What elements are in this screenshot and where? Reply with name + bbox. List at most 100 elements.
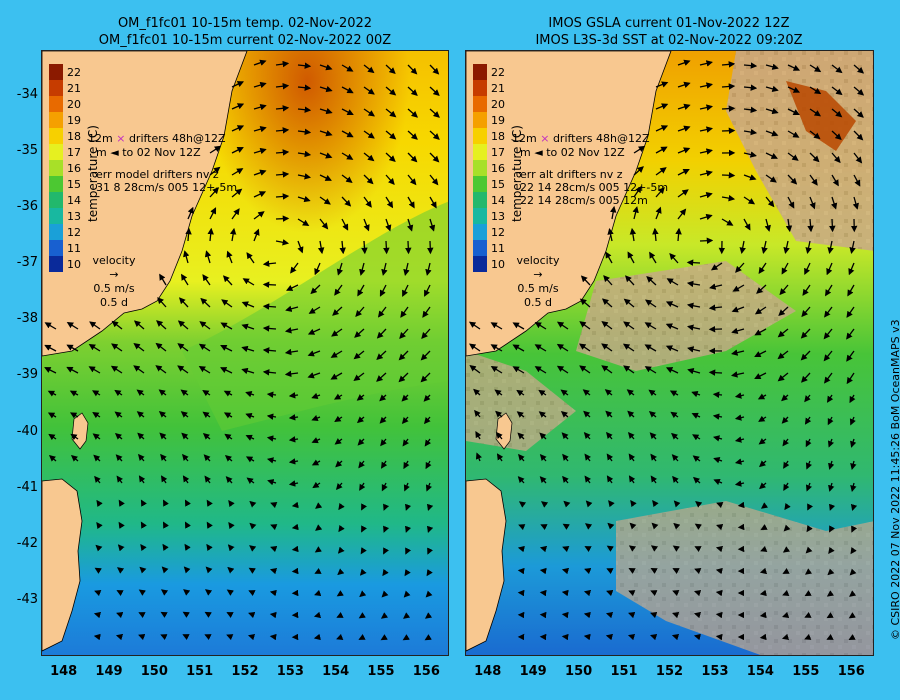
current-vector xyxy=(580,275,591,286)
current-vector xyxy=(199,321,211,330)
current-vector xyxy=(650,475,658,484)
current-vector xyxy=(686,324,701,331)
current-vector xyxy=(341,108,354,116)
right-velocity-speed: 0.5 m/s xyxy=(517,282,559,295)
current-vector xyxy=(730,371,745,378)
current-vector xyxy=(710,262,723,271)
current-vector xyxy=(699,213,713,221)
current-vector xyxy=(853,174,861,187)
current-vector xyxy=(220,367,233,374)
current-vector xyxy=(227,566,235,574)
current-vector xyxy=(829,503,836,511)
current-vector xyxy=(314,262,321,276)
current-vector xyxy=(606,453,614,462)
current-vector xyxy=(671,432,679,440)
current-vector xyxy=(782,438,789,447)
current-vector xyxy=(850,547,857,555)
left-colorbar-tick: 11 xyxy=(67,242,81,255)
current-vector xyxy=(421,328,431,339)
current-vector xyxy=(47,390,57,397)
current-vector xyxy=(69,390,79,397)
current-vector xyxy=(538,389,547,397)
current-vector xyxy=(672,590,680,597)
current-vector xyxy=(850,503,858,512)
left-colorbar-swatch xyxy=(49,256,63,272)
left-colorbar-swatch xyxy=(49,144,63,160)
right-colorbar-swatch xyxy=(473,192,487,208)
current-vector xyxy=(737,501,745,509)
current-vector xyxy=(829,525,835,533)
current-vector xyxy=(652,500,659,508)
current-vector xyxy=(655,81,669,88)
current-vector xyxy=(358,634,366,640)
current-vector xyxy=(313,611,322,619)
current-vector xyxy=(398,372,409,383)
current-vector xyxy=(781,262,789,275)
current-vector xyxy=(495,410,503,418)
current-vector xyxy=(579,343,591,352)
current-vector xyxy=(359,590,367,598)
current-vector xyxy=(539,476,547,484)
right-colorbar-tick: 22 xyxy=(491,66,505,79)
current-vector xyxy=(585,500,593,508)
left-colorbar-tick: 16 xyxy=(67,162,81,175)
current-vector xyxy=(693,611,702,619)
current-vector xyxy=(787,108,800,115)
current-vector xyxy=(849,568,857,576)
current-vector xyxy=(630,499,637,508)
current-vector xyxy=(562,453,569,462)
current-vector xyxy=(673,522,681,530)
current-vector xyxy=(269,567,278,575)
current-vector xyxy=(429,196,437,209)
left-velocity-duration: 0.5 d xyxy=(100,296,128,309)
current-vector xyxy=(315,502,323,509)
current-vector xyxy=(275,171,290,178)
current-vector xyxy=(224,433,233,441)
current-vector xyxy=(311,459,321,466)
current-vector xyxy=(94,590,102,597)
current-vector xyxy=(809,174,818,186)
current-vector xyxy=(223,412,233,419)
current-vector xyxy=(628,590,636,597)
current-vector xyxy=(490,322,503,330)
current-vector xyxy=(44,322,57,330)
current-vector xyxy=(809,86,822,95)
right-title-line1: IMOS GSLA current 01-Nov-2022 12Z xyxy=(548,16,790,31)
current-vector xyxy=(163,499,169,507)
current-vector xyxy=(407,196,415,209)
current-vector xyxy=(205,566,213,574)
current-vector xyxy=(359,568,367,576)
current-vector xyxy=(180,389,189,396)
current-vector xyxy=(721,83,736,90)
current-vector xyxy=(178,297,189,308)
current-vector xyxy=(353,372,365,382)
current-vector xyxy=(206,543,213,552)
current-vector xyxy=(359,482,366,491)
current-vector xyxy=(407,64,418,75)
current-vector xyxy=(159,432,167,440)
current-vector xyxy=(116,475,123,484)
current-vector xyxy=(253,228,260,242)
current-vector xyxy=(687,368,701,375)
current-vector xyxy=(562,523,570,530)
current-vector xyxy=(139,566,147,574)
current-vector xyxy=(428,218,436,232)
current-vector xyxy=(779,284,789,296)
current-vector xyxy=(380,612,389,619)
current-vector xyxy=(96,521,103,530)
current-vector xyxy=(249,500,257,508)
current-vector xyxy=(140,521,147,529)
current-vector xyxy=(828,546,835,554)
left-colorbar-tick: 22 xyxy=(67,66,81,79)
current-vector xyxy=(823,328,833,340)
current-vector xyxy=(403,482,410,492)
current-vector xyxy=(253,125,267,133)
current-vector xyxy=(184,521,191,529)
current-vector xyxy=(227,544,235,552)
current-vector xyxy=(385,64,396,75)
current-vector xyxy=(319,218,329,230)
current-vector xyxy=(850,438,857,448)
current-vector xyxy=(220,345,233,352)
current-vector xyxy=(764,218,771,232)
right-colorbar-swatch xyxy=(473,256,487,272)
